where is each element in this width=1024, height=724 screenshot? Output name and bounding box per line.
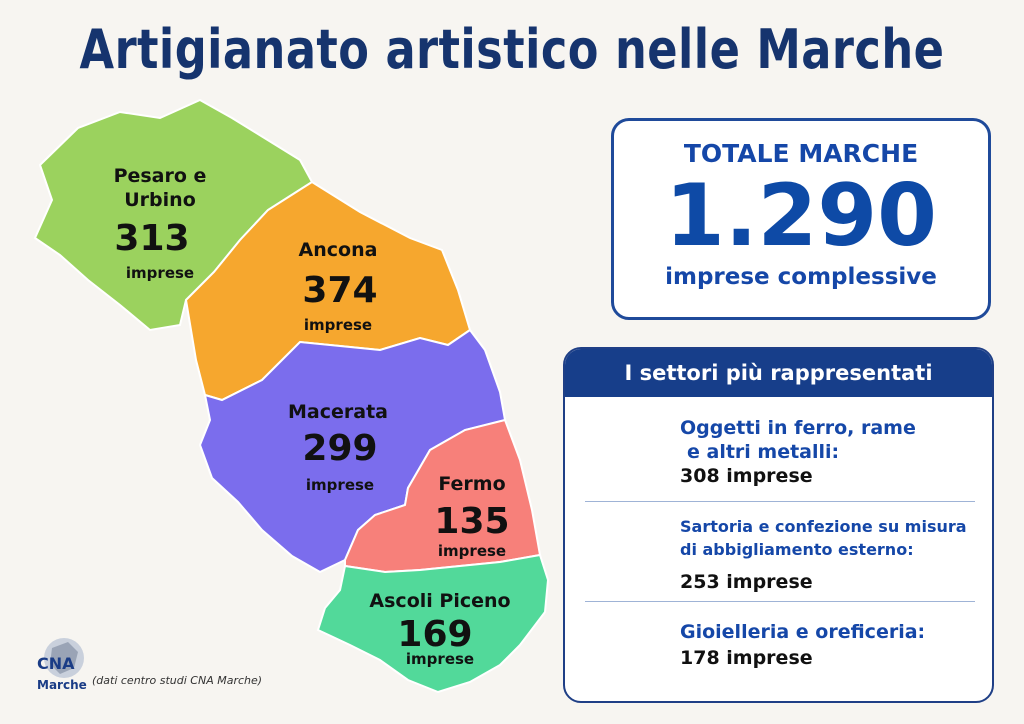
sector-count: 308 imprese xyxy=(680,465,813,487)
region-unit: imprese xyxy=(438,542,506,560)
cna-logo xyxy=(44,638,84,678)
region-name: Urbino xyxy=(124,189,196,211)
region-name: Ancona xyxy=(299,239,378,261)
sector-count: 178 imprese xyxy=(680,647,813,669)
region-value: 169 xyxy=(397,614,472,655)
divider xyxy=(585,601,975,602)
sector-name-line2: di abbigliamento esterno: xyxy=(680,540,914,559)
divider xyxy=(585,501,975,502)
total-heading: TOTALE MARCHE xyxy=(683,139,919,168)
sectors-heading: I settori più rappresentati xyxy=(565,349,992,397)
total-subtitle: imprese complessive xyxy=(665,264,937,290)
sectors-box: I settori più rappresentati Oggetti in f… xyxy=(563,347,994,703)
region-value: 135 xyxy=(434,501,509,542)
logo-sub: Marche xyxy=(37,678,87,692)
sector-name-line2: e altri metalli: xyxy=(687,441,840,463)
region-value: 299 xyxy=(302,428,377,469)
page-title: Artigianato artistico nelle Marche xyxy=(79,18,945,81)
sector-item-jewelry: Gioielleria e oreficeria: 178 imprese xyxy=(565,621,992,669)
region-name: Ascoli Piceno xyxy=(369,590,510,612)
region-unit: imprese xyxy=(304,316,372,334)
region-value: 313 xyxy=(114,218,189,259)
sector-name-line1: Oggetti in ferro, rame xyxy=(680,417,916,439)
region-name: Pesaro e xyxy=(114,165,207,187)
region-ascoli-piceno[interactable] xyxy=(316,553,550,694)
region-name: Macerata xyxy=(288,401,388,423)
region-unit: imprese xyxy=(126,264,194,282)
sector-item-metals: Oggetti in ferro, rame e altri metalli: … xyxy=(565,417,992,487)
sector-count: 253 imprese xyxy=(680,571,813,593)
total-value: 1.290 xyxy=(664,166,938,266)
region-unit: imprese xyxy=(406,650,474,668)
total-box: TOTALE MARCHE 1.290 imprese complessive xyxy=(611,118,991,320)
logo-name: CNA xyxy=(37,654,75,673)
sector-name-line1: Gioielleria e oreficeria: xyxy=(680,621,926,643)
region-name: Fermo xyxy=(438,473,505,495)
region-unit: imprese xyxy=(306,476,374,494)
source-note: (dati centro studi CNA Marche) xyxy=(92,674,263,687)
sector-name-line1: Sartoria e confezione su misura xyxy=(680,517,967,536)
sector-item-tailoring: Sartoria e confezione su misura di abbig… xyxy=(565,517,992,593)
region-value: 374 xyxy=(302,270,377,311)
